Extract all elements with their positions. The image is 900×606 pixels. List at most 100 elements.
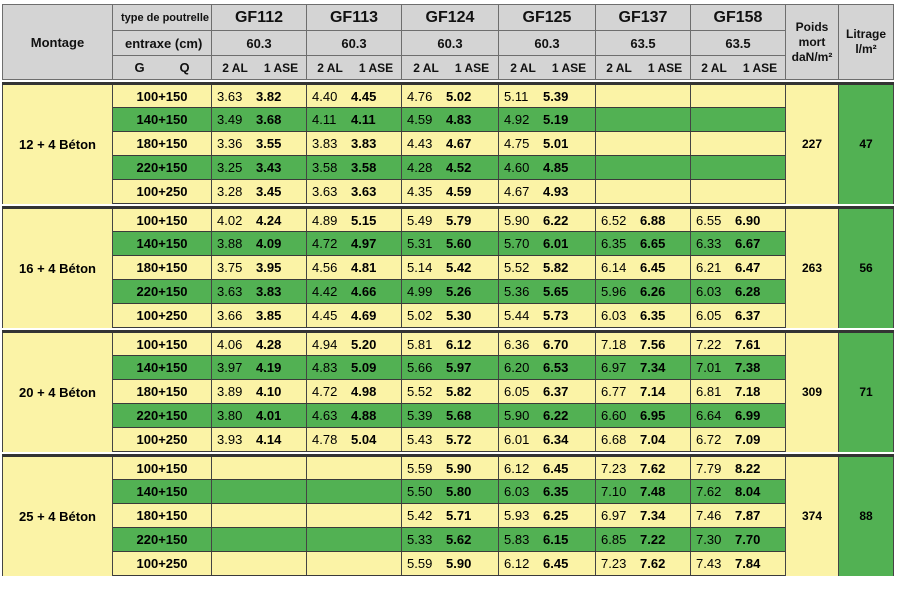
span-cell: 5.66 5.97 bbox=[401, 355, 499, 380]
span-2al: 4.78 bbox=[312, 432, 338, 447]
span-1ase: 4.66 bbox=[351, 284, 377, 299]
span-cell: 4.78 5.04 bbox=[306, 427, 402, 452]
span-1ase: 6.37 bbox=[543, 384, 569, 399]
litrage-cell: 47 bbox=[838, 82, 894, 204]
span-cell: 4.43 4.67 bbox=[401, 131, 499, 156]
load-cell: 220+150 bbox=[112, 279, 212, 304]
span-1ase: 3.68 bbox=[256, 112, 282, 127]
span-2al: 3.58 bbox=[312, 160, 338, 175]
entraxe-value: 63.5 bbox=[595, 30, 691, 56]
span-cell: 5.39 5.68 bbox=[401, 403, 499, 428]
span-1ase: 6.95 bbox=[640, 408, 666, 423]
span-2al: 5.81 bbox=[407, 336, 433, 352]
span-cell: 3.58 3.58 bbox=[306, 155, 402, 180]
span-1ase: 3.83 bbox=[256, 284, 282, 299]
span-cell: 7.01 7.38 bbox=[690, 355, 786, 380]
span-cell: 4.63 4.88 bbox=[306, 403, 402, 428]
span-2al: 6.60 bbox=[601, 408, 627, 423]
load-cell: 220+150 bbox=[112, 527, 212, 552]
span-1ase: 5.30 bbox=[446, 308, 472, 323]
model-header-gf125: GF125 bbox=[498, 4, 596, 31]
span-2al: 6.52 bbox=[601, 212, 627, 228]
span-2al: 5.49 bbox=[407, 212, 433, 228]
span-cell: 4.76 5.02 bbox=[401, 82, 499, 108]
ase-label: 1 ASE bbox=[263, 60, 299, 75]
span-cell bbox=[690, 82, 786, 108]
span-cell: 3.66 3.85 bbox=[211, 303, 307, 328]
load-cell: 220+150 bbox=[112, 155, 212, 180]
span-2al: 4.35 bbox=[407, 184, 433, 199]
al-label: 2 AL bbox=[510, 60, 536, 75]
span-2al: 4.56 bbox=[312, 260, 338, 275]
span-cell: 6.05 6.37 bbox=[690, 303, 786, 328]
span-2al: 3.63 bbox=[217, 284, 243, 299]
span-cell bbox=[690, 107, 786, 132]
sub-header: 2 AL 1 ASE bbox=[401, 55, 499, 80]
span-1ase: 6.88 bbox=[640, 212, 666, 228]
span-2al: 6.55 bbox=[696, 212, 722, 228]
span-cell: 6.14 6.45 bbox=[595, 255, 691, 280]
span-cell bbox=[306, 479, 402, 504]
span-2al: 6.97 bbox=[601, 360, 627, 375]
span-cell bbox=[306, 454, 402, 480]
ase-label: 1 ASE bbox=[647, 60, 683, 75]
span-1ase: 5.60 bbox=[446, 236, 472, 251]
span-1ase: 4.11 bbox=[351, 112, 376, 127]
span-cell: 4.35 4.59 bbox=[401, 179, 499, 204]
span-1ase: 5.04 bbox=[351, 432, 377, 447]
span-1ase: 5.39 bbox=[543, 88, 569, 104]
span-cell: 5.49 5.79 bbox=[401, 206, 499, 232]
span-2al: 5.93 bbox=[504, 508, 530, 523]
load-cell: 100+150 bbox=[112, 454, 212, 480]
span-1ase: 5.26 bbox=[446, 284, 472, 299]
span-2al: 4.60 bbox=[504, 160, 530, 175]
span-cell: 7.23 7.62 bbox=[595, 551, 691, 576]
span-2al: 4.06 bbox=[217, 336, 243, 352]
span-cell: 4.94 5.20 bbox=[306, 330, 402, 356]
span-2al: 3.49 bbox=[217, 112, 243, 127]
span-1ase: 4.88 bbox=[351, 408, 377, 423]
span-1ase: 5.82 bbox=[543, 260, 569, 275]
span-2al: 4.11 bbox=[312, 112, 337, 127]
span-1ase: 3.45 bbox=[256, 184, 282, 199]
span-1ase: 7.61 bbox=[735, 336, 761, 352]
span-2al: 3.83 bbox=[312, 136, 338, 151]
span-cell: 5.81 6.12 bbox=[401, 330, 499, 356]
span-cell: 6.03 6.35 bbox=[595, 303, 691, 328]
span-cell: 4.67 4.93 bbox=[498, 179, 596, 204]
span-cell bbox=[690, 155, 786, 180]
span-cell bbox=[211, 527, 307, 552]
span-cell: 6.12 6.45 bbox=[498, 551, 596, 576]
montage-cell: 20 + 4 Béton bbox=[2, 330, 113, 452]
entraxe-value: 60.3 bbox=[498, 30, 596, 56]
table-row: 220+150 3.63 3.83 4.42 4.66 4.99 5.26 5.36 5.65 5… bbox=[3, 279, 894, 304]
span-2al: 3.75 bbox=[217, 260, 243, 275]
span-cell: 4.42 4.66 bbox=[306, 279, 402, 304]
span-cell: 6.12 6.45 bbox=[498, 454, 596, 480]
table-row: 140+150 5.50 5.80 6.03 6.35 7.10 7.48 7.62 8.04 bbox=[3, 479, 894, 504]
span-2al: 5.83 bbox=[504, 532, 530, 547]
span-1ase: 8.04 bbox=[735, 484, 761, 499]
span-1ase: 4.69 bbox=[351, 308, 377, 323]
span-1ase: 4.01 bbox=[256, 408, 282, 423]
span-cell: 5.96 6.26 bbox=[595, 279, 691, 304]
load-cell: 100+150 bbox=[112, 330, 212, 356]
span-2al: 4.72 bbox=[312, 384, 338, 399]
span-cell: 3.97 4.19 bbox=[211, 355, 307, 380]
span-1ase: 7.87 bbox=[735, 508, 761, 523]
table-row: 12 + 4 Béton 100+150 3.63 3.82 4.40 4.45 4.76 5… bbox=[2, 82, 894, 204]
span-cell: 5.90 6.22 bbox=[498, 206, 596, 232]
span-cell bbox=[595, 82, 691, 108]
al-label: 2 AL bbox=[606, 60, 632, 75]
span-1ase: 6.45 bbox=[543, 460, 569, 476]
span-2al: 7.01 bbox=[696, 360, 722, 375]
span-1ase: 7.38 bbox=[735, 360, 761, 375]
span-2al: 3.36 bbox=[217, 136, 243, 151]
span-2al: 4.89 bbox=[312, 212, 338, 228]
span-1ase: 6.45 bbox=[640, 260, 666, 275]
span-2al: 7.62 bbox=[696, 484, 722, 499]
span-1ase: 7.62 bbox=[640, 556, 666, 571]
span-cell: 4.72 4.98 bbox=[306, 379, 402, 404]
